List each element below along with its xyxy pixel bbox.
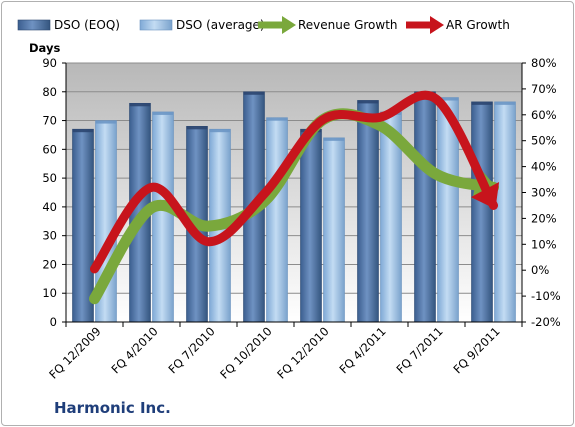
- y-tick-label: 60: [42, 142, 57, 156]
- y2-tick-label: 30%: [531, 186, 557, 200]
- bar-cap: [95, 120, 117, 124]
- y-axis-label: Days: [29, 41, 60, 55]
- legend-label: Revenue Growth: [298, 18, 398, 32]
- bar: [471, 101, 493, 323]
- x-tick-label: FQ 9/2011: [450, 324, 502, 376]
- x-axis-ticks: FQ 12/2009 FQ 4/2010 FQ 7/2010 FQ 10/2010 FQ…: [46, 322, 523, 382]
- legend-label: DSO (EOQ): [54, 18, 120, 32]
- y-axis-ticks: 0 10 20 30 40 50 60 70 80 90: [42, 56, 66, 329]
- bar-cap: [186, 126, 208, 130]
- bar-cap: [209, 129, 231, 133]
- legend-arrow-head: [282, 16, 296, 34]
- bar-cap: [129, 103, 151, 107]
- legend: DSO (EOQ) DSO (average) Revenue Growth AR G…: [17, 16, 510, 34]
- bar: [414, 91, 436, 323]
- bar: [72, 128, 94, 323]
- y-tick-label: 70: [42, 114, 57, 128]
- y2-tick-label: 10%: [531, 237, 557, 251]
- y-tick-label: 80: [42, 85, 57, 99]
- legend-arrow-head: [430, 16, 444, 34]
- legend-label: DSO (average): [176, 18, 265, 32]
- y2-tick-label: -20%: [531, 315, 561, 329]
- bar: [357, 100, 379, 323]
- y2-tick-label: 60%: [531, 108, 557, 122]
- line-series: [89, 90, 500, 305]
- bar-cap: [323, 137, 345, 141]
- legend-swatch: [139, 19, 173, 31]
- bar: [266, 117, 288, 323]
- ar-growth-line-arrowhead: [470, 182, 500, 209]
- bar-cap: [437, 97, 459, 101]
- y-tick-label: 20: [42, 257, 57, 271]
- x-tick-label: FQ 12/2009: [46, 324, 103, 381]
- x-tick-label: FQ 7/2010: [165, 324, 217, 376]
- bar-cap: [152, 111, 174, 115]
- y2-tick-label: 70%: [531, 82, 557, 96]
- y2-tick-label: 20%: [531, 211, 557, 225]
- bar: [300, 128, 322, 323]
- x-tick-label: FQ 4/2010: [108, 324, 160, 376]
- bar: [323, 137, 345, 323]
- y-tick-label: 0: [50, 315, 57, 329]
- company-name: Harmonic Inc.: [54, 399, 171, 417]
- legend-swatch: [17, 19, 51, 31]
- bar-cap: [494, 101, 516, 105]
- x-tick-label: FQ 10/2010: [217, 324, 274, 381]
- y-tick-label: 30: [42, 229, 57, 243]
- legend-label: AR Growth: [446, 18, 510, 32]
- y2-tick-label: 50%: [531, 134, 557, 148]
- x-tick-label: FQ 12/2010: [274, 324, 331, 381]
- ar-growth-line: [90, 90, 498, 274]
- y2-tick-label: 0%: [531, 263, 549, 277]
- bar-cap: [266, 117, 288, 121]
- bar: [494, 101, 516, 323]
- y2-tick-label: 80%: [531, 56, 557, 70]
- y-tick-label: 90: [42, 56, 57, 70]
- y-tick-label: 10: [42, 286, 57, 300]
- bar-cap: [357, 100, 379, 104]
- y-tick-label: 50: [42, 171, 57, 185]
- x-tick-label: FQ 4/2011: [336, 324, 388, 376]
- bar-cap: [72, 129, 94, 133]
- x-tick-label: FQ 7/2011: [393, 324, 445, 376]
- bar-cap: [243, 91, 265, 95]
- y2-axis-ticks: -20% -10% 0% 10% 20% 30% 40% 50% 60% 70% 80%: [522, 56, 561, 329]
- bar-cap: [471, 101, 493, 105]
- y2-tick-label: 40%: [531, 160, 557, 174]
- bar: [152, 111, 174, 323]
- y2-tick-label: -10%: [531, 289, 561, 303]
- y-tick-label: 40: [42, 200, 57, 214]
